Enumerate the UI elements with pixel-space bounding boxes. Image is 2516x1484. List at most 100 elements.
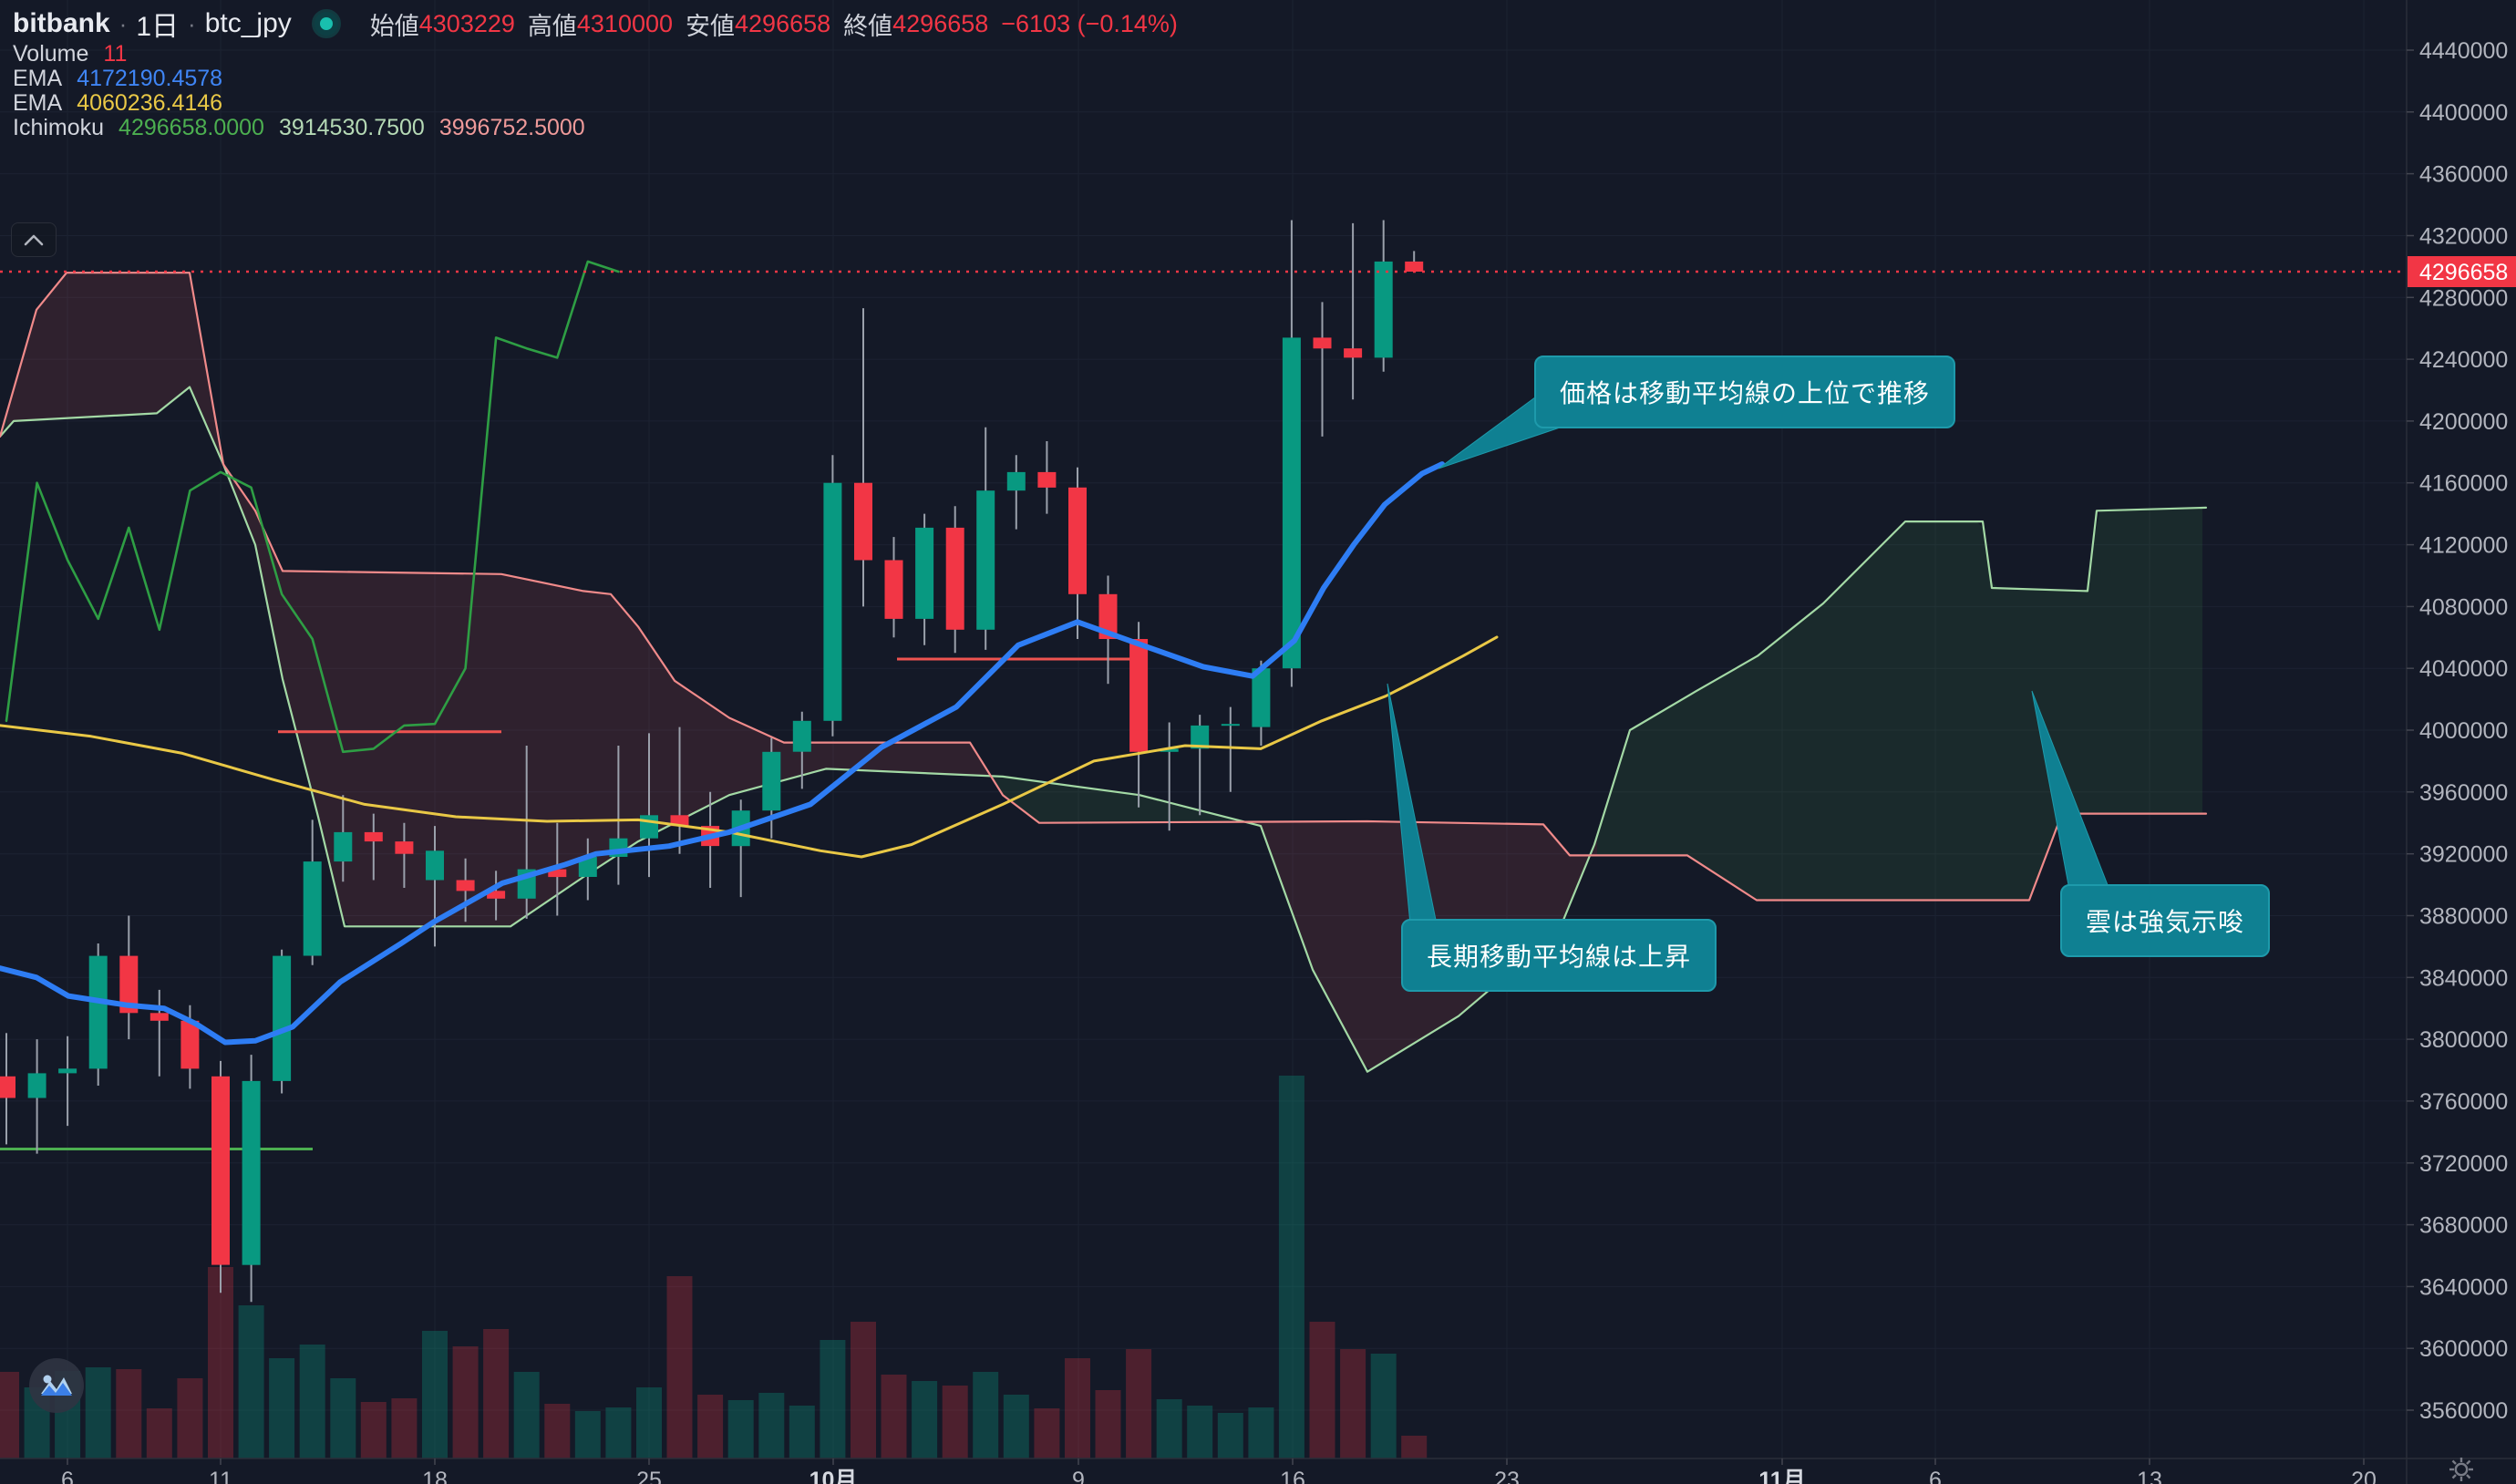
candle: [1282, 337, 1301, 669]
indicator-row-ema-slow[interactable]: EMA 4060236.4146: [13, 90, 1178, 116]
candle: [211, 1076, 230, 1265]
volume-bar: [758, 1393, 785, 1458]
volume-bar: [881, 1375, 907, 1458]
svg-text:3960000: 3960000: [2419, 780, 2508, 806]
candle: [426, 850, 444, 881]
volume-bar: [1095, 1390, 1121, 1458]
candle: [303, 861, 322, 956]
candle: [915, 527, 934, 619]
svg-text:23: 23: [1494, 1468, 1520, 1484]
low-value: 4296658: [735, 9, 831, 37]
annotation-price-above-ma[interactable]: 価格は移動平均線の上位で推移: [1534, 356, 1956, 428]
candle: [1098, 593, 1118, 639]
collapse-legend-button[interactable]: [11, 222, 57, 257]
volume-bar: [269, 1358, 295, 1458]
candle: [150, 1013, 169, 1021]
high-value: 4310000: [576, 9, 674, 37]
volume-bar: [330, 1378, 356, 1458]
indicator-row-ema-fast[interactable]: EMA 4172190.4578: [13, 66, 1178, 91]
time-axis[interactable]: 6 11 18 25 10月 9 16 23 11月 6 13 20: [0, 1458, 2516, 1484]
candle: [670, 815, 689, 827]
candle: [1221, 724, 1240, 727]
high-label: 高値: [527, 12, 577, 40]
volume-bar: [1340, 1349, 1366, 1458]
candle: [1405, 261, 1424, 272]
ohlc-values: 始値 4303229 高値 4310000 安値 4296658 終値 4296658 …: [357, 6, 1178, 42]
price-axis[interactable]: 4440000 4400000 4360000 4320000 4280000 42400…: [2406, 0, 2508, 1484]
indicator-row-ichimoku[interactable]: Ichimoku 4296658.0000 3914530.7500 39967…: [13, 115, 1178, 140]
svg-text:4080000: 4080000: [2419, 594, 2508, 620]
volume-bar: [208, 1267, 233, 1458]
candles[interactable]: [0, 220, 1424, 1303]
candle: [487, 891, 506, 899]
candle: [395, 841, 414, 854]
volume-bar: [452, 1346, 479, 1458]
svg-text:18: 18: [422, 1468, 448, 1484]
candle: [762, 751, 781, 811]
volume-bar: [513, 1372, 540, 1458]
svg-text:3600000: 3600000: [2419, 1336, 2508, 1362]
indicator-row-volume[interactable]: Volume 11: [13, 41, 1178, 67]
chevron-up-icon: [24, 234, 44, 246]
market-status-icon: [311, 9, 341, 38]
volume-bar: [85, 1367, 111, 1458]
volume-bar: [146, 1408, 172, 1458]
ema-fast-label: EMA: [13, 66, 63, 91]
candle: [1252, 668, 1271, 727]
ichimoku-flat-segments: [0, 657, 1135, 1150]
low-label: 安値: [686, 12, 736, 40]
volume-bars[interactable]: [0, 1076, 1428, 1458]
volume-bar: [116, 1369, 142, 1458]
exchange-name[interactable]: bitbank: [13, 8, 110, 38]
symbol-name[interactable]: btc_jpy: [204, 8, 292, 38]
candle: [1374, 261, 1393, 358]
candle: [1129, 639, 1149, 752]
svg-text:3560000: 3560000: [2419, 1398, 2508, 1424]
candle: [119, 955, 139, 1014]
legend-panel: bitbank · 1日 · btc_jpy 始値 4303229 高値 43100…: [13, 5, 1178, 140]
volume-bar: [1370, 1354, 1397, 1458]
volume-bar: [1248, 1407, 1274, 1458]
gear-icon: [2449, 1458, 2473, 1481]
svg-text:3680000: 3680000: [2419, 1213, 2508, 1239]
svg-text:13: 13: [2137, 1468, 2162, 1484]
symbol-row[interactable]: bitbank · 1日 · btc_jpy 始値 4303229 高値 43100…: [13, 5, 1178, 42]
svg-text:4120000: 4120000: [2419, 533, 2508, 559]
ichimoku-lead1-value: 3914530.7500: [278, 115, 425, 140]
volume-bar: [238, 1305, 264, 1458]
candle: [976, 490, 995, 630]
svg-text:4200000: 4200000: [2419, 409, 2508, 435]
open-value: 4303229: [418, 9, 515, 37]
svg-text:25: 25: [636, 1468, 662, 1484]
svg-text:11月: 11月: [1758, 1468, 1805, 1484]
volume-bar: [0, 1372, 19, 1458]
ema-slow-line: [0, 635, 1499, 859]
svg-text:4360000: 4360000: [2419, 162, 2508, 188]
svg-text:20: 20: [2351, 1468, 2377, 1484]
volume-bar: [789, 1406, 815, 1458]
tradingview-logo[interactable]: [29, 1358, 84, 1413]
volume-bar: [912, 1381, 938, 1458]
volume-bar: [422, 1331, 448, 1458]
volume-bar: [1401, 1436, 1428, 1458]
candle: [792, 720, 811, 752]
volume-bar: [666, 1276, 693, 1458]
volume-bar: [1217, 1413, 1243, 1458]
candle: [823, 482, 842, 721]
axis-settings-button[interactable]: [2436, 1457, 2487, 1482]
candle: [1191, 725, 1210, 749]
change-value: −6103 (−0.14%): [1001, 9, 1178, 37]
svg-text:3800000: 3800000: [2419, 1027, 2508, 1053]
annotation-bullish-cloud[interactable]: 雲は強気示唆: [2060, 884, 2271, 957]
volume-bar: [483, 1329, 510, 1458]
svg-text:3920000: 3920000: [2419, 842, 2508, 868]
annotation-longterm-ma-rising[interactable]: 長期移動平均線は上昇: [1401, 919, 1717, 992]
candle: [456, 880, 475, 891]
interval-label[interactable]: 1日: [136, 12, 180, 42]
svg-text:9: 9: [1072, 1468, 1085, 1484]
svg-text:4240000: 4240000: [2419, 347, 2508, 373]
svg-text:6: 6: [1929, 1468, 1942, 1484]
candle: [242, 1080, 261, 1265]
